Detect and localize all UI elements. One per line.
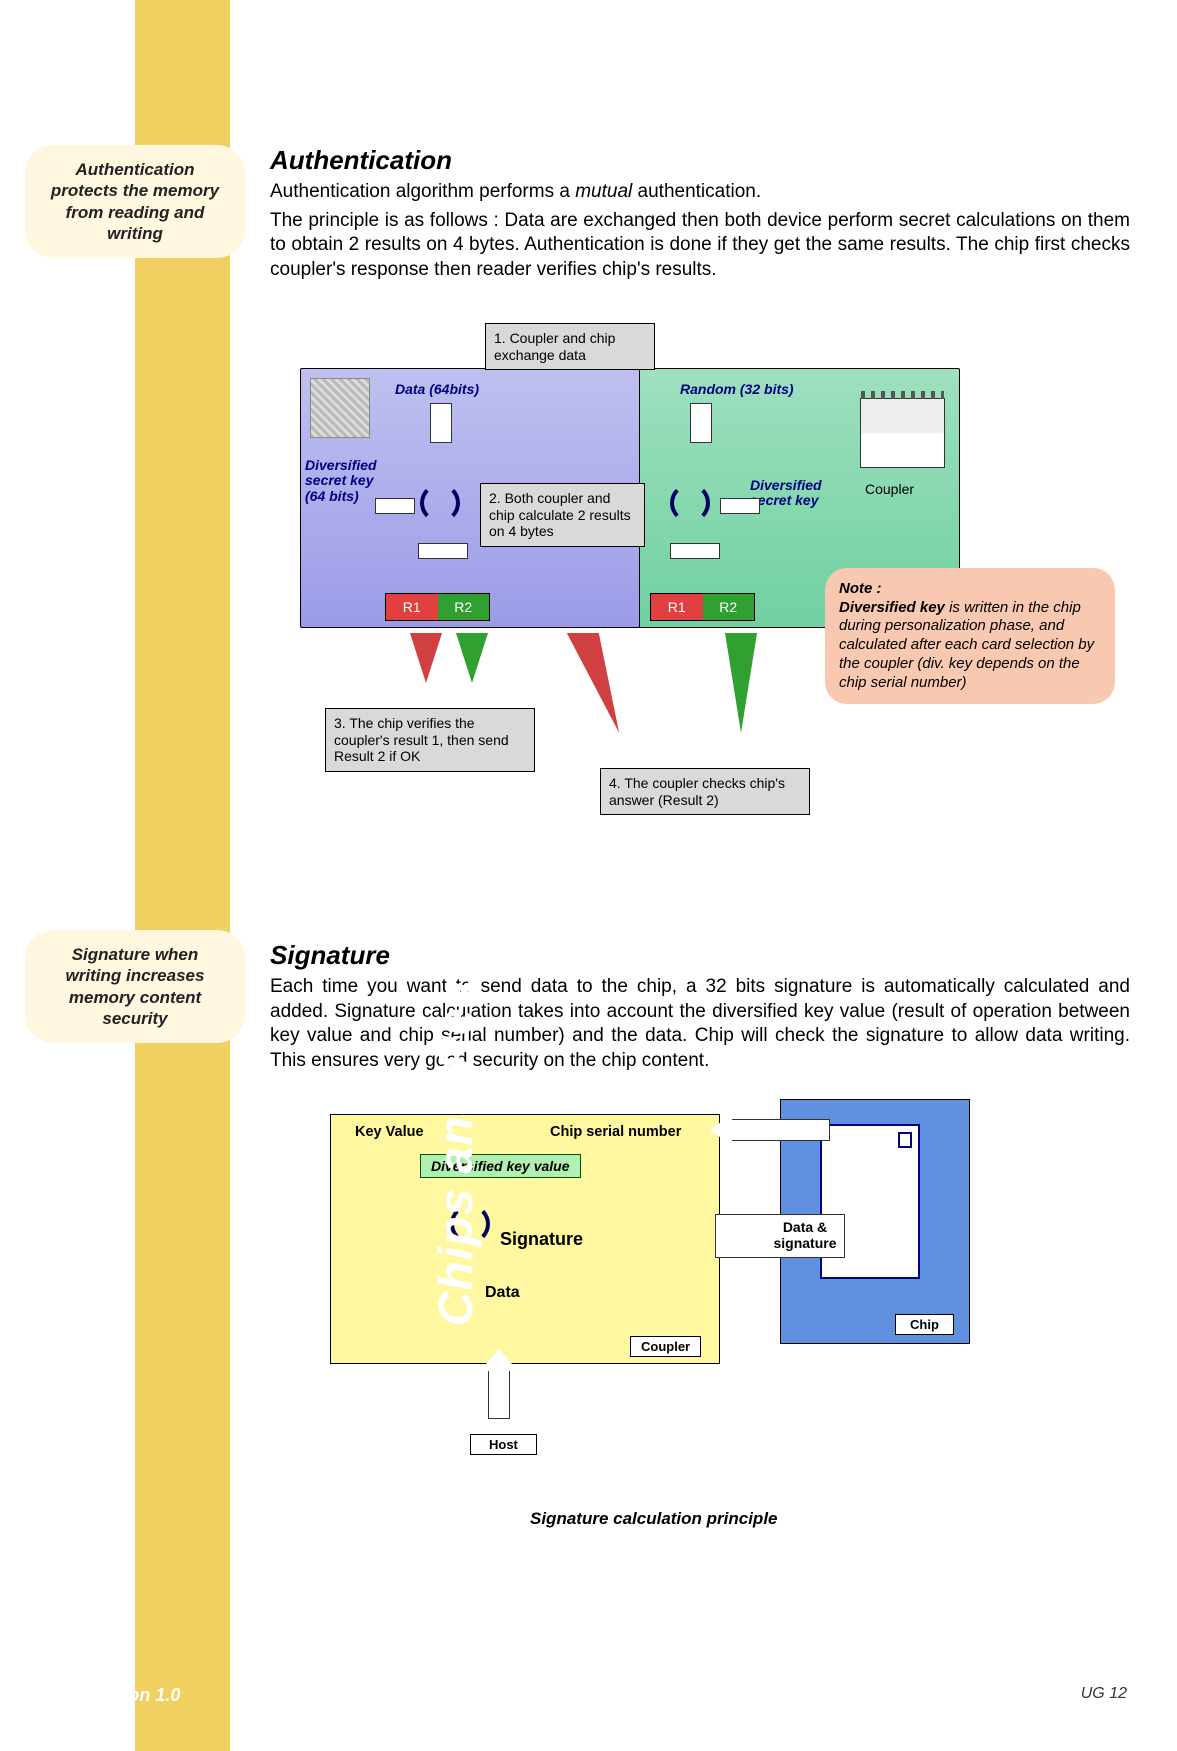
calc-icon-coupler <box>670 483 710 523</box>
arrow-r2-down2-icon <box>725 633 757 733</box>
section-authentication: Authentication Authentication algorithm … <box>270 145 1130 853</box>
arrow-icon <box>418 543 468 559</box>
note-box: Note : Diversified key is written in the… <box>825 568 1115 705</box>
result-pill-coupler: R1 R2 <box>650 593 755 621</box>
signature-caption: Signature calculation principle <box>530 1509 778 1529</box>
arrow-r1-diag-icon <box>567 633 635 733</box>
step-2-box: 2. Both coupler and chip calculate 2 res… <box>480 483 645 547</box>
calc-icon-chip <box>420 483 460 523</box>
sidebar-band <box>135 0 230 1751</box>
label-chip-box: Chip <box>895 1314 954 1335</box>
arrow-icon <box>690 403 712 443</box>
r1-coupler: R1 <box>651 594 703 620</box>
auth-p1a: Authentication algorithm performs a <box>270 181 575 202</box>
auth-mutual: mutual <box>575 181 632 202</box>
arrow-icon <box>670 543 720 559</box>
label-data-and-signature: Data & signature <box>760 1219 850 1251</box>
note-divkey: Diversified key <box>839 599 945 616</box>
arrow-icon <box>720 498 760 514</box>
heading-signature: Signature <box>270 940 1130 971</box>
auth-p1c: authentication. <box>632 181 761 202</box>
arrow-host-up-icon <box>488 1364 510 1419</box>
label-coupler: Coupler <box>865 481 914 497</box>
callout-signature: Signature when writing increases memory … <box>25 930 245 1043</box>
step-1-box: 1. Coupler and chip exchange data <box>485 323 655 371</box>
label-data: Data <box>485 1284 520 1302</box>
chip-ic-icon <box>310 378 370 438</box>
arrow-csn-icon <box>730 1119 830 1141</box>
arrow-head-left-icon <box>710 1114 732 1146</box>
step-4-box: 4. The coupler checks chip's answer (Res… <box>600 768 810 816</box>
r2-chip: R2 <box>438 594 490 620</box>
arrow-icon <box>430 403 452 443</box>
signature-description: Each time you want to send data to the c… <box>270 975 1130 1074</box>
r1-chip: R1 <box>386 594 438 620</box>
arrow-icon <box>375 498 415 514</box>
r2-coupler: R2 <box>703 594 755 620</box>
heading-authentication: Authentication <box>270 145 1130 176</box>
label-key-value: Key Value <box>355 1124 424 1140</box>
coupler-ic-icon <box>860 398 945 468</box>
auth-intro: Authentication algorithm performs a mutu… <box>270 180 1130 205</box>
step-3-box: 3. The chip verifies the coupler's resul… <box>325 708 535 772</box>
arrow-r1-down-icon <box>410 633 442 683</box>
auth-description: The principle is as follows : Data are e… <box>270 209 1130 283</box>
arrow-r2-down-icon <box>456 633 488 683</box>
auth-diagram: 1. Coupler and chip exchange data 2. Bot… <box>300 323 1100 853</box>
page-number: UG 12 <box>1081 1685 1127 1703</box>
version-label: Version 1.0 <box>85 1685 180 1706</box>
label-signature: Signature <box>500 1229 583 1250</box>
callout-authentication: Authentication protects the memory from … <box>25 145 245 258</box>
label-chip-serial: Chip serial number <box>550 1124 681 1140</box>
label-coupler-box: Coupler <box>630 1336 701 1357</box>
arrow-head-up-icon <box>480 1349 518 1371</box>
label-divkey-coupler: Diversified secret key <box>750 478 845 509</box>
label-random-32: Random (32 bits) <box>680 381 794 397</box>
note-title: Note : <box>839 580 882 597</box>
label-data-64: Data (64bits) <box>395 381 479 397</box>
section-signature: Signature Each time you want to send dat… <box>270 940 1130 1494</box>
result-pill-chip: R1 R2 <box>385 593 490 621</box>
label-host-box: Host <box>470 1434 537 1455</box>
